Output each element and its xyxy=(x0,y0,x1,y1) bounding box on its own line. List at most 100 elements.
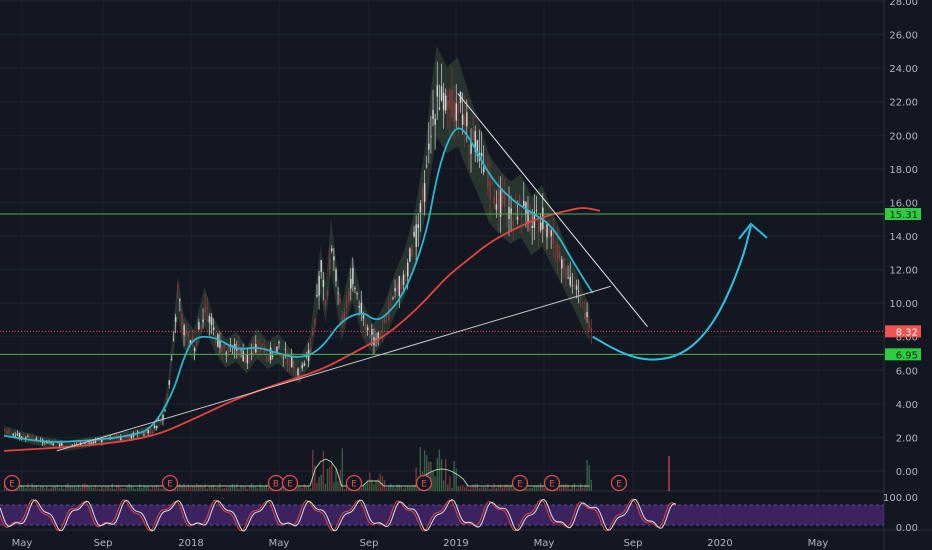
candle-body xyxy=(333,256,335,261)
bollinger-band xyxy=(4,46,590,451)
price-level-tag-label: 15.31 xyxy=(889,210,918,221)
volume-bar xyxy=(453,461,455,491)
candle-body xyxy=(577,291,580,293)
candle-body xyxy=(246,354,249,364)
price-level-tag[interactable] xyxy=(885,208,921,221)
volume-bar xyxy=(569,488,571,491)
volume-bar xyxy=(196,483,198,491)
volume-bar xyxy=(491,487,493,491)
candle-body xyxy=(474,131,477,152)
earnings-marker[interactable] xyxy=(511,474,529,492)
volume-bar xyxy=(371,479,373,491)
candle-body xyxy=(440,86,443,101)
candle-body xyxy=(94,440,97,443)
candle-body xyxy=(531,225,533,228)
projection-arrowhead[interactable] xyxy=(738,222,768,240)
candle-body xyxy=(122,439,124,441)
volume-bar xyxy=(223,487,225,491)
candle-body xyxy=(301,364,304,369)
candle-body xyxy=(299,374,301,376)
earnings-marker[interactable] xyxy=(415,474,433,492)
horizontal-levels[interactable] xyxy=(0,213,884,355)
candle-body xyxy=(569,276,571,286)
volume-bar xyxy=(103,488,105,491)
earnings-marker-label: E xyxy=(351,480,357,490)
earnings-marker[interactable] xyxy=(345,474,363,492)
time-tick-label: Sep xyxy=(360,538,379,549)
volume-bar xyxy=(426,455,428,491)
volume-bar xyxy=(63,488,65,491)
earnings-marker[interactable] xyxy=(610,474,628,492)
volume-bar xyxy=(193,486,196,491)
volume-bar xyxy=(377,478,379,491)
projection-curve[interactable] xyxy=(592,225,752,361)
volume-bar xyxy=(428,461,430,491)
time-tick-label: 2019 xyxy=(443,538,468,549)
volume-bar xyxy=(265,484,268,491)
candle-body xyxy=(303,363,306,366)
volume-bar xyxy=(67,483,69,491)
volume-bar xyxy=(54,485,57,491)
volume-bar xyxy=(463,487,466,491)
resistance-trendline[interactable] xyxy=(457,93,648,327)
candle-body xyxy=(221,346,223,352)
candle-body xyxy=(354,288,356,290)
candle-body xyxy=(565,268,567,279)
volume-bar xyxy=(18,486,21,491)
time-axis[interactable]: May Sep 2018 May Sep 2019 May Sep 2020 May xyxy=(12,538,829,549)
candle-body xyxy=(470,142,472,154)
candle-body xyxy=(215,336,217,344)
volume-bar xyxy=(113,488,116,491)
support-trendline[interactable] xyxy=(56,285,611,452)
price-axis[interactable]: 28.00 26.00 24.00 22.00 20.00 18.00 16.00 14.00… xyxy=(883,0,921,534)
volume-bar xyxy=(122,487,124,491)
candle-body xyxy=(411,245,413,257)
price-level-tag[interactable] xyxy=(885,348,921,361)
volume-bar xyxy=(318,477,320,491)
volume-bar xyxy=(46,486,48,491)
candle-body xyxy=(392,297,394,299)
volume-bar xyxy=(134,488,137,491)
candle-body xyxy=(143,434,145,436)
volume-bar xyxy=(94,484,97,491)
volume-bar xyxy=(236,483,238,491)
candle-body xyxy=(276,346,278,352)
volume-bar xyxy=(341,448,343,491)
candle-body xyxy=(358,306,360,308)
earnings-marker[interactable] xyxy=(3,474,21,492)
volume-bar xyxy=(558,485,561,491)
trend-drawings[interactable] xyxy=(56,93,768,452)
candle-body xyxy=(324,300,327,305)
volume-bar xyxy=(504,484,506,491)
volume-bar xyxy=(82,483,84,491)
volume-bar xyxy=(101,485,103,491)
volume-bar xyxy=(86,484,88,491)
volume-bar xyxy=(577,487,580,491)
candle-body xyxy=(590,328,593,333)
candle-body xyxy=(328,258,331,270)
volume-bar xyxy=(33,486,35,491)
volume-bar xyxy=(88,485,90,491)
candle-body xyxy=(244,355,247,363)
candle-body xyxy=(219,339,221,348)
earnings-marker[interactable] xyxy=(281,474,299,492)
price-level-tag[interactable] xyxy=(885,325,921,338)
volume-bar xyxy=(335,467,337,491)
earnings-marker[interactable] xyxy=(543,474,561,492)
volume-bar xyxy=(394,487,396,491)
candle-body xyxy=(120,437,122,440)
candle-body xyxy=(309,347,312,353)
volume-bar xyxy=(430,461,432,491)
volume-bar xyxy=(151,486,154,491)
volume-bar xyxy=(512,488,514,491)
candle-body xyxy=(170,359,173,361)
candle-body xyxy=(366,327,369,331)
price-tick-label: 16.00 xyxy=(889,198,918,209)
candle-body xyxy=(282,357,285,359)
volume-bar xyxy=(39,486,42,491)
volume-bar xyxy=(510,484,512,491)
earnings-marker[interactable] xyxy=(161,474,179,492)
candle-body xyxy=(4,428,6,430)
